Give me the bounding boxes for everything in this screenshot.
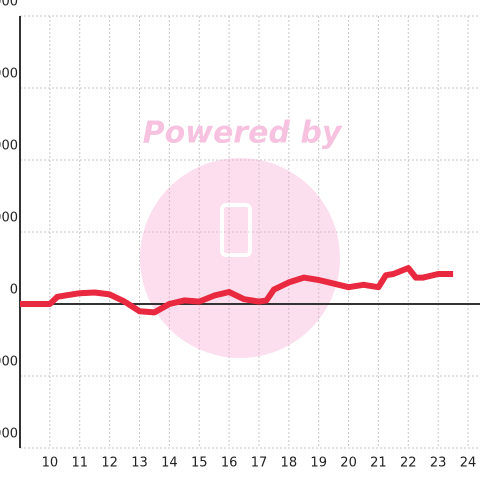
y-tick-label: 3,000 bbox=[0, 211, 18, 226]
x-tick-label: 19 bbox=[310, 456, 327, 471]
x-tick-label: 15 bbox=[191, 456, 208, 471]
watermark-text: Powered by bbox=[143, 116, 343, 151]
x-tick-label: 17 bbox=[251, 456, 268, 471]
grid bbox=[20, 15, 480, 449]
x-tick-label: 11 bbox=[71, 456, 88, 471]
x-tick-label: 13 bbox=[131, 456, 148, 471]
x-tick-label: 23 bbox=[430, 456, 447, 471]
x-tick-label: 24 bbox=[460, 456, 477, 471]
series-line bbox=[20, 265, 454, 316]
y-tick-label: 12,000 bbox=[0, 0, 18, 10]
x-tick-label: 16 bbox=[221, 456, 238, 471]
y-tick-label: -6,000 bbox=[0, 427, 18, 442]
y-tick-label: 9,000 bbox=[0, 67, 18, 82]
x-tick-label: 14 bbox=[161, 456, 178, 471]
x-tick-label: 12 bbox=[101, 456, 118, 471]
watermark bbox=[140, 158, 340, 358]
y-tick-label: 6,000 bbox=[0, 139, 18, 154]
y-tick-label: 0 bbox=[10, 283, 18, 298]
x-tick-label: 18 bbox=[281, 456, 298, 471]
x-tick-label: 22 bbox=[400, 456, 417, 471]
x-tick-label: 10 bbox=[42, 456, 59, 471]
x-tick-label: 20 bbox=[340, 456, 357, 471]
y-tick-label: -3,000 bbox=[0, 355, 18, 370]
x-tick-label: 21 bbox=[370, 456, 387, 471]
